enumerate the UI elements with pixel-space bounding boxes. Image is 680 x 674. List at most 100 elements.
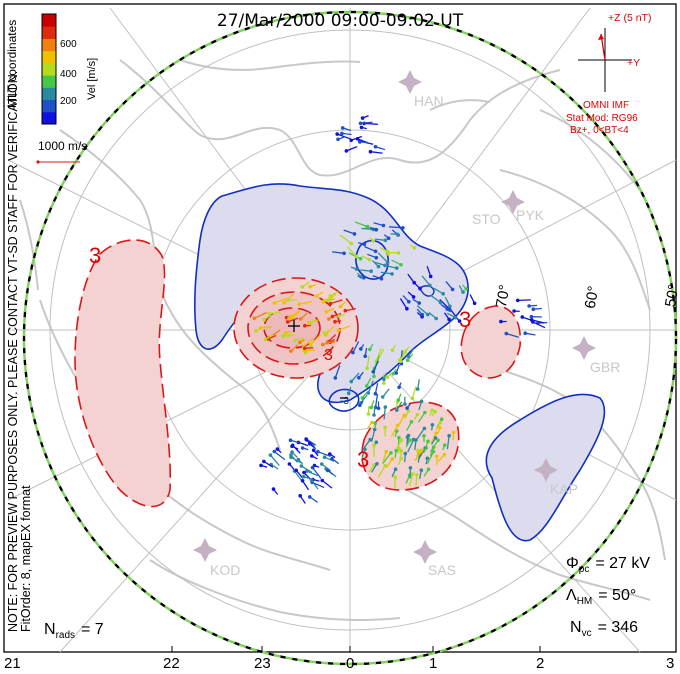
velocity-vector-origin [529, 314, 534, 319]
colorbar-segment [42, 62, 56, 76]
hm-boundary-latitude: ΛHM = 50° [566, 587, 636, 607]
velocity-vector-origin [383, 238, 388, 243]
velocity-vector [430, 432, 437, 444]
velocity-vector-origin [342, 251, 346, 256]
coordinates-label: MLT coordinates [5, 20, 19, 108]
velocity-vector [383, 407, 386, 420]
velocity-vector [375, 348, 382, 362]
velocity-vector-origin [300, 285, 305, 289]
velocity-vector-origin [390, 457, 395, 461]
velocity-vector-origin [395, 408, 399, 412]
velocity-vector-origin [457, 319, 462, 323]
velocity-vector-origin [435, 454, 439, 459]
lat-label-50: 50° [662, 283, 680, 308]
velocity-vector-origin [433, 436, 438, 440]
velocity-vector-origin [325, 340, 330, 345]
velocity-vector [377, 465, 386, 478]
mlt-tick-label: 0 [346, 655, 354, 672]
velocity-vector-origin [464, 287, 468, 291]
velocity-vector-origin [372, 443, 376, 448]
velocity-vector-origin [303, 346, 307, 351]
velocity-vector-origin [328, 294, 333, 298]
velocity-vector-origin [531, 320, 535, 324]
velocity-vector-origin [442, 443, 447, 447]
velocity-vector-origin [281, 333, 286, 338]
velocity-vector [398, 414, 405, 426]
velocity-vector-origin [360, 116, 365, 120]
velocity-vector [370, 151, 383, 154]
velocity-vector [377, 252, 389, 264]
velocity-vector [382, 452, 392, 464]
velocity-vector [325, 325, 335, 336]
velocity-vector [312, 467, 322, 479]
velocity-vector-origin [298, 494, 303, 498]
velocity-vector-origin [322, 455, 327, 460]
velocity-vector-origin [309, 321, 313, 325]
velocity-vector-origin [297, 302, 302, 306]
colorbar-segment [42, 14, 56, 27]
velocity-vector-origin [337, 314, 341, 318]
velocity-vector-origin [308, 342, 313, 347]
radar-count: Nrads = 7 [44, 621, 104, 641]
velocity-vector-origin [399, 456, 403, 461]
velocity-vector-origin [289, 453, 293, 457]
velocity-vector [269, 312, 281, 315]
velocity-vector [299, 301, 312, 305]
velocity-vector [339, 234, 352, 245]
velocity-vector-origin [433, 409, 437, 414]
velocity-vector-origin [336, 328, 341, 333]
velocity-vector [317, 451, 331, 458]
imf-y-label: +Y [627, 57, 640, 69]
velocity-vector-origin [290, 450, 294, 454]
velocity-vector-origin [426, 467, 431, 472]
velocity-vector-origin [436, 438, 440, 443]
velocity-vector-origin [358, 121, 363, 126]
velocity-vector-origin [366, 391, 371, 395]
velocity-vector-origin [369, 405, 374, 410]
velocity-vector-origin [301, 474, 306, 479]
velocity-vector-origin [417, 301, 422, 305]
velocity-vector-origin [367, 257, 372, 262]
velocity-vector-origin [412, 246, 417, 250]
contour-label: 3 [459, 307, 471, 332]
potential-max-marker [288, 320, 300, 332]
velocity-vector-origin [330, 456, 334, 461]
positive-cell-right [460, 305, 522, 379]
velocity-vector-origin [310, 454, 314, 458]
velocity-vector [336, 133, 351, 140]
velocity-vector-origin [363, 447, 367, 452]
velocity-vector-origin [393, 475, 398, 479]
velocity-vector [429, 439, 439, 453]
velocity-vector-origin [359, 125, 364, 130]
velocity-vector-origin [399, 449, 404, 453]
velocity-vector-origin [369, 269, 374, 274]
velocity-vector-origin [411, 437, 416, 442]
velocity-vector-origin [298, 317, 303, 321]
velocity-vector [380, 271, 393, 275]
velocity-vector-origin [420, 312, 425, 317]
velocity-vector [302, 480, 310, 491]
velocity-vector-origin [447, 317, 451, 322]
velocity-vector-origin [363, 354, 368, 359]
velocity-vector-origin [410, 396, 415, 401]
velocity-vector-origin [384, 449, 389, 454]
velocity-vector-origin [368, 347, 372, 352]
velocity-vector-origin [385, 375, 390, 380]
velocity-vector-origin [272, 449, 277, 454]
station-marker-kod [193, 538, 217, 562]
velocity-vector-origin [448, 308, 452, 312]
mlt-tick-label: 21 [4, 655, 21, 672]
lat-label-70: 70° [493, 284, 514, 309]
velocity-vector-origin [426, 312, 430, 317]
velocity-vector-origin [397, 435, 401, 440]
velocity-vector-origin [358, 140, 362, 144]
velocity-vector [430, 294, 441, 303]
station-marker-kap [534, 458, 558, 482]
velocity-vector [426, 265, 432, 277]
velocity-vector [350, 372, 360, 383]
velocity-vector [517, 299, 531, 302]
velocity-vector-origin [320, 478, 325, 483]
velocity-vector-origin [254, 329, 258, 333]
velocity-vector-origin [422, 434, 426, 438]
imf-model-line2: Bz+, 0<BT<4 [570, 125, 629, 136]
